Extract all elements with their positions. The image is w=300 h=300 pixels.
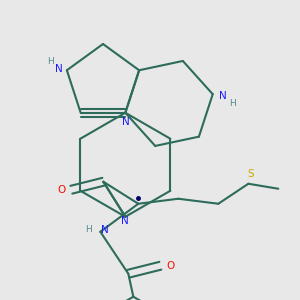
Text: N: N xyxy=(101,225,109,235)
Text: O: O xyxy=(166,261,175,271)
Text: N: N xyxy=(122,216,129,226)
Text: N: N xyxy=(55,64,63,74)
Text: H: H xyxy=(47,57,54,66)
Text: S: S xyxy=(247,169,253,179)
Text: N: N xyxy=(219,91,226,101)
Text: H: H xyxy=(230,99,236,108)
Text: N: N xyxy=(122,117,130,127)
Text: O: O xyxy=(57,185,65,195)
Text: H: H xyxy=(85,225,92,234)
